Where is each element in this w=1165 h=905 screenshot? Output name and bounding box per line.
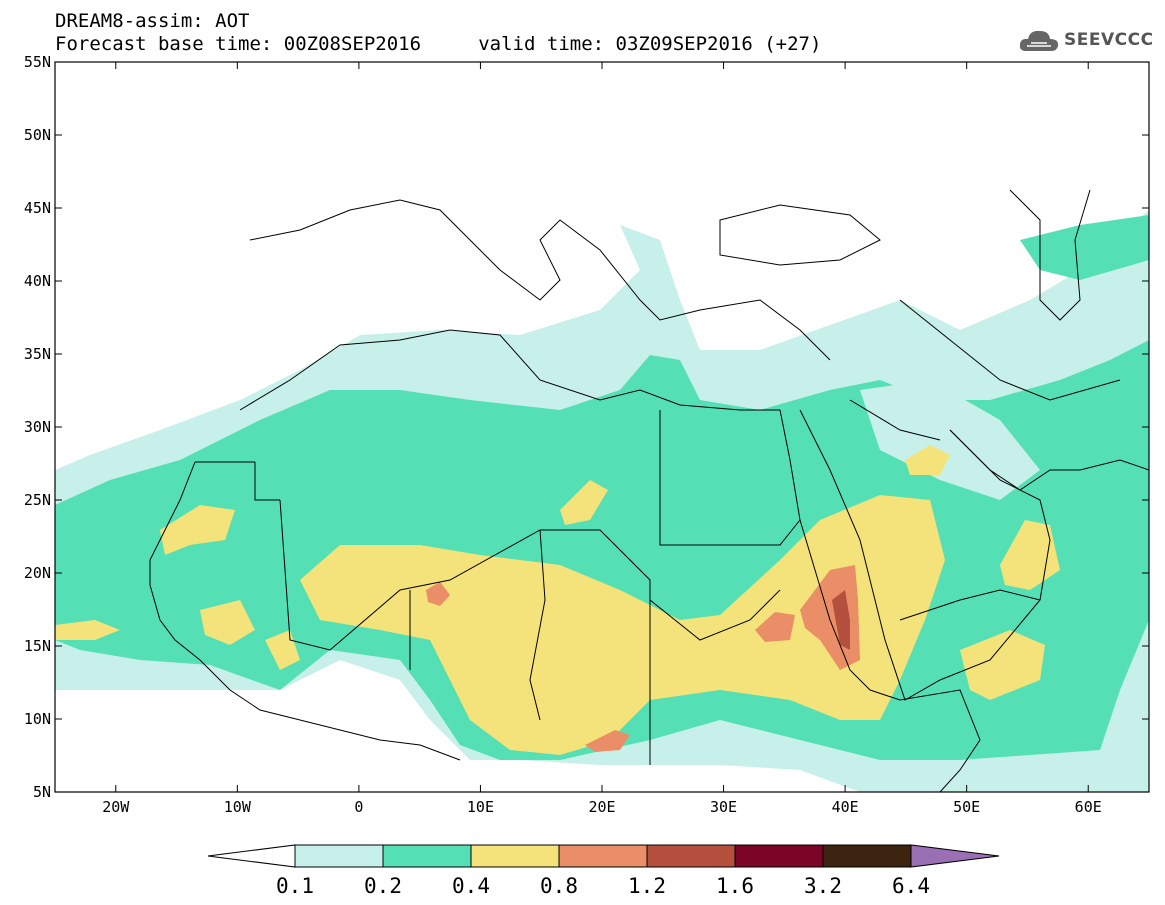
coastline-europe: [249, 199, 831, 361]
border-arabia: [849, 399, 1041, 621]
aot-contour-0.8-car: [585, 730, 630, 752]
coastline-north-africa: [239, 329, 780, 411]
lat-label: 55N: [24, 53, 51, 71]
legend-level-label: 1.6: [716, 874, 754, 898]
legend-over-arrow: [910, 844, 1000, 868]
coastline-arabia: [799, 409, 1051, 701]
cloud-icon: [1019, 30, 1059, 51]
legend-color-box: [734, 844, 824, 868]
lat-label: 15N: [24, 637, 51, 655]
aot-contour-0.8-niger: [426, 582, 450, 606]
lon-label: 50E: [953, 798, 980, 816]
legend-level-label: 3.2: [804, 874, 842, 898]
legend-level-label: 0.8: [540, 874, 578, 898]
lon-label: 0: [354, 798, 363, 816]
map-borders: [149, 189, 1149, 792]
coastline-horn: [869, 689, 981, 792]
logo-text: SEEVCCC: [1064, 30, 1154, 50]
legend-level-label: 0.1: [276, 874, 314, 898]
lat-label: 5N: [33, 783, 51, 801]
legend-color-box: [470, 844, 560, 868]
aot-contour-0.8-sudan: [755, 612, 795, 642]
latitude-labels: 55N 50N 45N 40N 35N 30N 25N 20N 15N 10N 5N: [24, 53, 51, 801]
coastline-caspian: [1009, 189, 1091, 321]
border-iran: [899, 299, 1121, 401]
aot-clear-arabia: [860, 380, 1040, 500]
lon-label: 30E: [710, 798, 737, 816]
aot-contour-1.2-redsea: [832, 590, 850, 650]
aot-contour-0.4-saudi: [905, 445, 950, 475]
lat-label: 45N: [24, 199, 51, 217]
legend-level-label: 6.4: [892, 874, 930, 898]
border-libya-egypt: [659, 410, 801, 546]
legend-level-label: 1.2: [628, 874, 666, 898]
legend-color-box: [822, 844, 912, 868]
axis-ticks: [55, 61, 1149, 793]
aot-contour-0.4-wa: [160, 505, 235, 555]
lon-label: 60E: [1075, 798, 1102, 816]
forecast-time-info: Forecast base time: 00Z08SEP2016 valid t…: [55, 33, 822, 55]
aot-contour-0.2-caspian: [1020, 215, 1149, 280]
lat-label: 20N: [24, 564, 51, 582]
legend-color-box: [558, 844, 648, 868]
lon-label: 10E: [467, 798, 494, 816]
coastline-west-africa: [149, 461, 461, 761]
legend-level-label: 0.2: [364, 874, 402, 898]
border-algeria: [195, 461, 411, 670]
lat-label: 50N: [24, 126, 51, 144]
legend-under-arrow: [207, 844, 296, 868]
lat-label: 25N: [24, 491, 51, 509]
seevccc-logo: SEEVCCC: [1018, 26, 1154, 54]
lat-label: 35N: [24, 345, 51, 363]
lon-label: 20E: [588, 798, 615, 816]
border-chad-sudan: [529, 529, 781, 721]
aot-contour-0.4-libya: [560, 480, 608, 525]
longitude-labels: 20W 10W 0 10E 20E 30E 40E 50E 60E: [102, 798, 1102, 816]
legend-level-label: 0.4: [452, 874, 490, 898]
legend-color-box: [294, 844, 384, 868]
lat-label: 10N: [24, 710, 51, 728]
aot-contour-0.4: [300, 495, 945, 755]
lon-label: 20W: [102, 798, 130, 816]
map-title: DREAM8-assim: AOT: [55, 10, 250, 32]
aot-contour-0.4-somalia: [960, 630, 1045, 700]
lon-label: 40E: [832, 798, 859, 816]
lat-label: 30N: [24, 418, 51, 436]
aot-contour-0.4-wa2: [200, 600, 255, 645]
aot-field: [55, 210, 1149, 792]
legend-color-box: [646, 844, 736, 868]
colorbar-legend: 0.1 0.2 0.4 0.8 1.2 1.6 3.2 6.4: [207, 844, 1000, 898]
aot-contour-0.4-coast: [55, 620, 120, 640]
coastline-black-sea: [719, 204, 881, 266]
legend-color-box: [382, 844, 472, 868]
coastline-persian-gulf: [949, 429, 1149, 491]
lat-label: 40N: [24, 272, 51, 290]
border-mali-niger: [279, 499, 651, 765]
coastline-red-sea: [779, 409, 871, 691]
lon-label: 10W: [224, 798, 252, 816]
